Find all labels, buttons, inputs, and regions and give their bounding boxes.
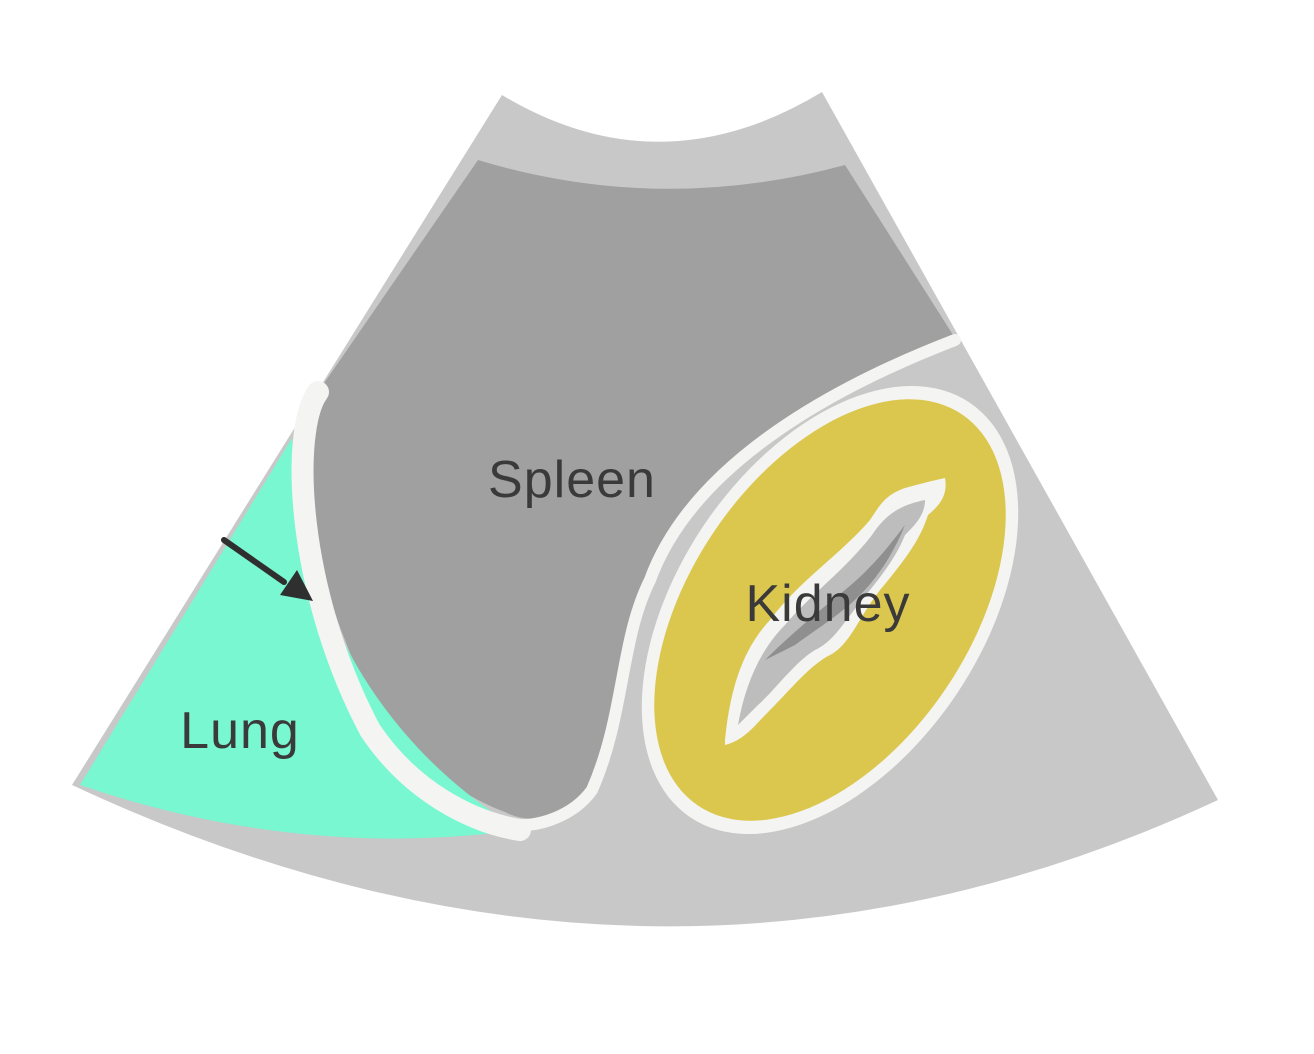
diaphragm-pointer-line: [221, 537, 287, 585]
spleen-label: Spleen: [488, 451, 656, 509]
renal-sinus-dark: [765, 525, 905, 660]
arrow-head-icon: [280, 570, 313, 601]
kidney-label: Kidney: [746, 575, 911, 633]
lung-label: Lung: [180, 702, 300, 760]
spleen-kidney-interface: [509, 334, 961, 832]
lung-region: [80, 438, 520, 839]
diaphragm-line: [291, 381, 531, 841]
spleen-region: [305, 160, 956, 819]
